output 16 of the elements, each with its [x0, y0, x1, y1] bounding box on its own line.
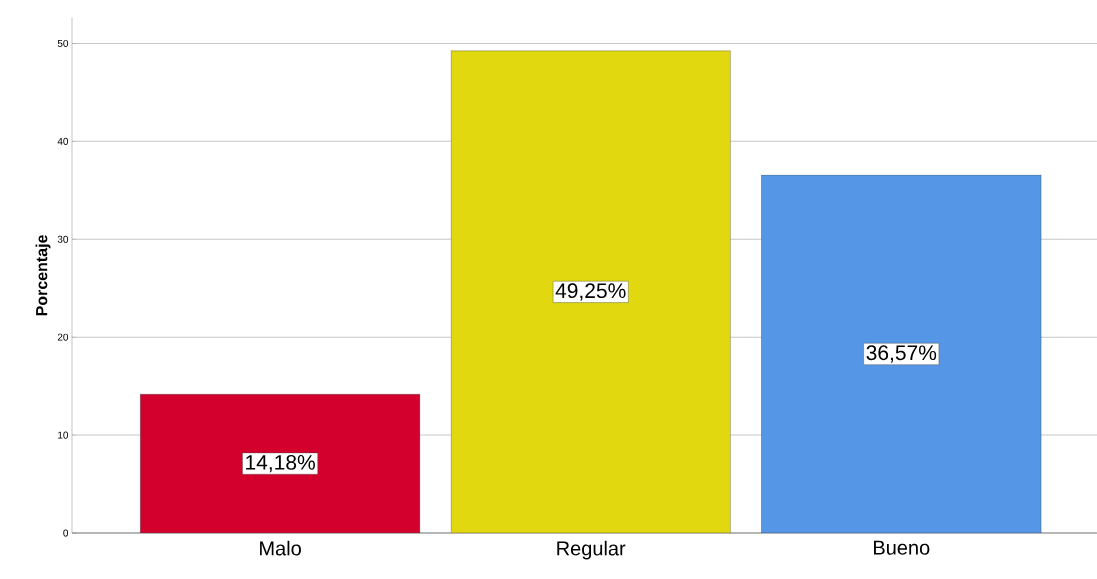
x-tick-label: Regular [557, 540, 626, 560]
data-label: 49,25% [555, 283, 626, 301]
y-tick-label: 20 [57, 333, 69, 341]
bar [450, 50, 731, 533]
bar [761, 174, 1042, 533]
y-tick-label: 10 [58, 431, 69, 439]
y-tick-label: 0 [63, 529, 69, 537]
x-tick-label: Malo [260, 540, 301, 556]
x-tick-label: Bueno [874, 540, 930, 555]
bar [140, 393, 421, 533]
data-label: 14,18% [246, 454, 315, 473]
data-label: 36,57% [866, 345, 937, 363]
y-axis-title: Porcentaje [35, 235, 51, 316]
y-tick-label: 30 [57, 235, 69, 243]
y-tick-label: 50 [57, 39, 69, 47]
y-tick-label: 40 [57, 137, 69, 145]
